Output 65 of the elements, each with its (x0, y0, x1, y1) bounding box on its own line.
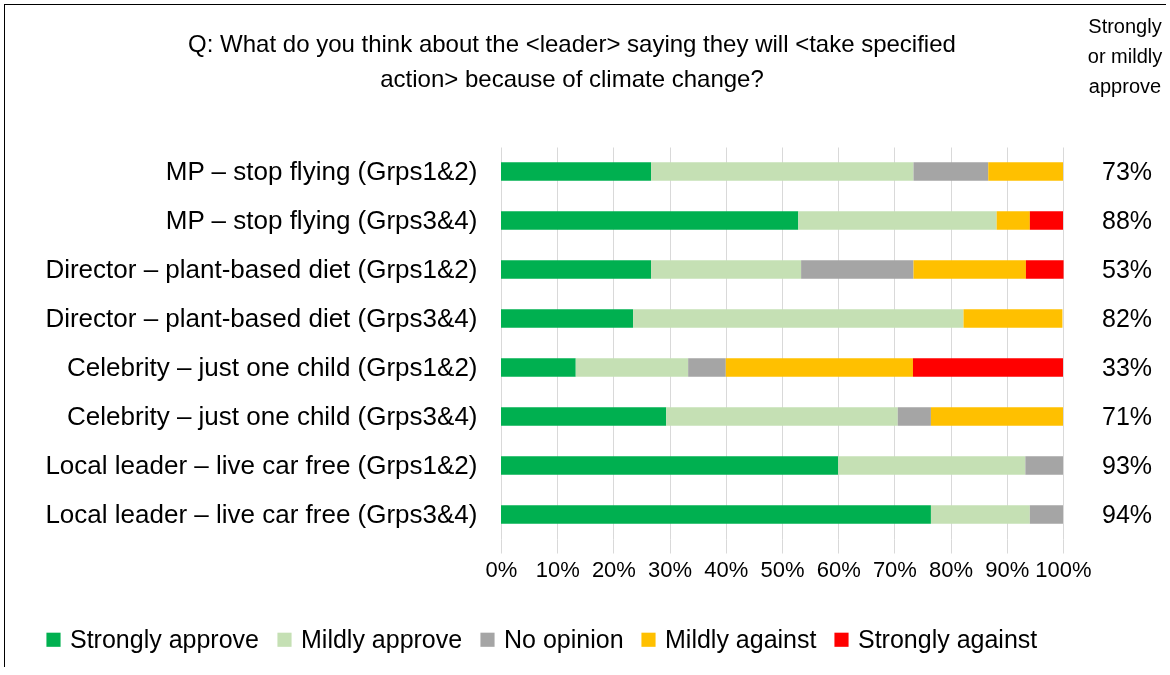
y-tick-label: Celebrity – just one child (Grps1&2) (67, 351, 478, 382)
bar (725, 358, 913, 377)
y-tick-label: Director – plant-based diet (Grps1&2) (45, 253, 478, 284)
text: 53% (1101, 254, 1153, 283)
x-tick-label: 60% (816, 556, 861, 582)
bar (1029, 211, 1063, 230)
bar (575, 358, 689, 377)
bar (1025, 456, 1063, 475)
bar (1029, 505, 1063, 524)
y-tick-label: Local leader – live car free (Grps3&4) (45, 498, 478, 529)
bar (913, 162, 989, 181)
y-tick-label: Celebrity – just one child (Grps3&4) (67, 400, 478, 431)
legend-label: Strongly approve (70, 624, 260, 653)
bar (501, 358, 576, 377)
text: 71% (1101, 401, 1153, 430)
x-tick-label: 10% (535, 556, 580, 582)
bar (912, 358, 1063, 377)
bar (1025, 260, 1064, 279)
bar (930, 505, 1030, 524)
legend-label: Mildly against (665, 624, 817, 653)
chart-title: Q: What do you think about the <leader> saying they will <take specified action> because of climate change? (188, 30, 956, 92)
x-tick-label: 90% (985, 556, 1030, 582)
x-tick-label: 20% (591, 556, 636, 582)
text: 93% (1101, 450, 1153, 479)
y-tick-label: Local leader – live car free (Grps1&2) (45, 449, 478, 480)
bar (897, 407, 931, 426)
legend-label: Mildly approve (301, 624, 463, 653)
text: 94% (1101, 499, 1153, 528)
legend-label: Strongly against (858, 624, 1038, 653)
bar (996, 211, 1030, 230)
bar (501, 162, 652, 181)
bar (501, 505, 931, 524)
bar (501, 260, 652, 279)
x-tick-label: 0% (485, 556, 518, 582)
bar (501, 211, 799, 230)
bar (838, 456, 1026, 475)
bar (688, 358, 726, 377)
bar (913, 260, 1026, 279)
x-tick-label: 70% (872, 556, 917, 582)
text: 73% (1101, 156, 1153, 185)
bar (501, 456, 839, 475)
bar (963, 309, 1063, 328)
legend-label: No opinion (504, 624, 624, 653)
text: 82% (1101, 303, 1153, 332)
y-tick-label: MP – stop flying (Grps1&2) (165, 155, 478, 186)
bar (633, 309, 964, 328)
bar (988, 162, 1063, 181)
bar (501, 407, 667, 426)
bar (501, 309, 634, 328)
bar (930, 407, 1063, 426)
bar (798, 211, 997, 230)
x-tick-label: 50% (760, 556, 805, 582)
x-tick-label: 100% (1035, 556, 1092, 582)
x-tick-label: 40% (704, 556, 749, 582)
text: 33% (1101, 352, 1153, 381)
bar (801, 260, 914, 279)
x-tick-label: 30% (648, 556, 693, 582)
text: Strongly or mildly approve (1087, 15, 1163, 97)
y-tick-label: MP – stop flying (Grps3&4) (165, 204, 478, 235)
bar (666, 407, 898, 426)
text: 88% (1101, 205, 1153, 234)
bar (651, 162, 914, 181)
bar (651, 260, 802, 279)
y-tick-label: Director – plant-based diet (Grps3&4) (45, 302, 478, 333)
x-tick-label: 80% (929, 556, 974, 582)
